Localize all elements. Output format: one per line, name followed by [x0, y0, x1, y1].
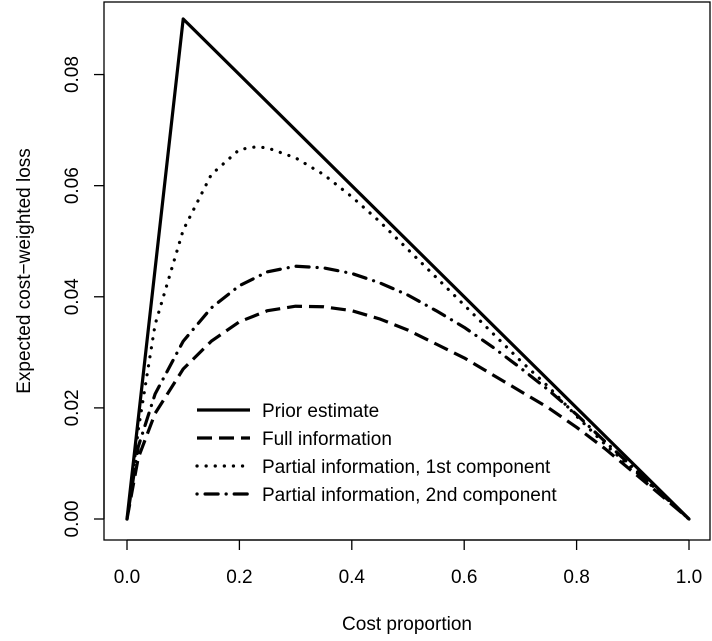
- series-line-2: [125, 304, 691, 521]
- x-tick-label: 0.4: [339, 567, 366, 588]
- x-tick-label: 0.8: [563, 567, 589, 588]
- x-tick-label: 0.6: [451, 567, 477, 588]
- x-tick-label: 1.0: [676, 567, 702, 588]
- y-tick-label: 0.02: [62, 389, 83, 426]
- legend-label: Prior estimate: [262, 401, 379, 422]
- series-line-4: [125, 264, 691, 521]
- y-tick-label: 0.04: [62, 278, 83, 315]
- x-axis-title: Cost proportion: [342, 614, 472, 635]
- y-tick-label: 0.06: [62, 167, 83, 204]
- series-line-1: [125, 17, 691, 521]
- legend-label: Partial information, 2nd component: [262, 485, 557, 506]
- y-tick-label: 0.00: [62, 501, 83, 538]
- y-axis-title: Expected cost−weighted loss: [14, 148, 35, 394]
- legend-label: Partial information, 1st component: [262, 457, 551, 478]
- legend-label: Full information: [262, 429, 392, 450]
- x-tick-label: 0.2: [226, 567, 252, 588]
- series-line-3: [125, 145, 691, 521]
- y-tick-label: 0.08: [62, 56, 83, 93]
- x-tick-label: 0.0: [114, 567, 140, 588]
